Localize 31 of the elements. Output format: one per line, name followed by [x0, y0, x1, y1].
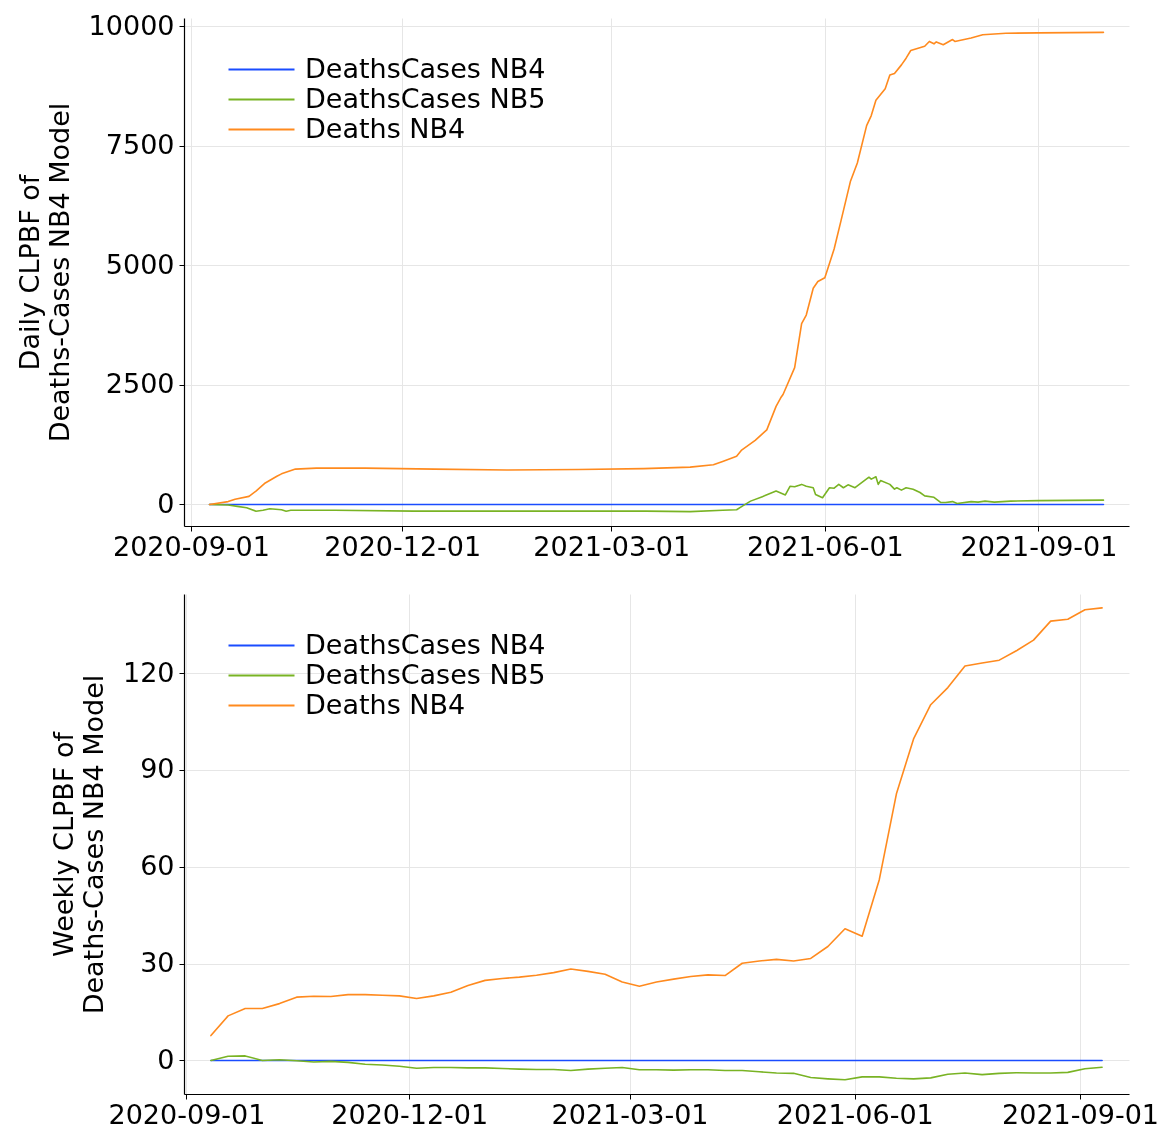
y-tick-label: 120	[122, 656, 175, 688]
legend-label: Deaths NB4	[305, 688, 466, 720]
y-tick-label: 0	[157, 1043, 175, 1075]
x-tick-label: 2021-09-01	[1002, 1098, 1159, 1130]
y-axis-title: Weekly CLPBF of Deaths-Cases NB4 Model	[47, 674, 109, 1015]
x-tick-label: 2021-06-01	[746, 530, 904, 562]
legend-label: DeathsCases NB4	[305, 628, 546, 660]
y-tick-label: 2500	[105, 368, 175, 400]
x-tick-label: 2021-03-01	[551, 1098, 709, 1130]
x-tick-label: 2021-09-01	[960, 530, 1118, 562]
legend-label: DeathsCases NB4	[305, 52, 546, 84]
y-tick-label: 7500	[105, 129, 175, 161]
y-tick-label: 90	[140, 753, 175, 785]
line-series	[210, 607, 1103, 1037]
legend-label: Deaths NB4	[305, 112, 466, 144]
line-series	[208, 31, 1105, 506]
y-axis-title: Daily CLPBF of Deaths-Cases NB4 Model	[13, 102, 75, 443]
line-series	[210, 1055, 1103, 1081]
y-tick-label: 60	[140, 850, 175, 882]
x-tick-label: 2021-03-01	[533, 530, 691, 562]
legend-label: DeathsCases NB5	[305, 658, 546, 690]
y-tick-label: 30	[140, 947, 175, 979]
x-tick-label: 2020-12-01	[324, 530, 482, 562]
x-tick-label: 2021-06-01	[776, 1098, 934, 1130]
y-tick-label: 0	[157, 487, 175, 519]
y-tick-label: 10000	[88, 9, 175, 41]
y-tick-label: 5000	[105, 248, 175, 280]
legend-label: DeathsCases NB5	[305, 82, 546, 114]
x-tick-label: 2020-12-01	[331, 1098, 489, 1130]
x-tick-label: 2020-09-01	[108, 1098, 266, 1130]
x-tick-label: 2020-09-01	[113, 530, 270, 562]
